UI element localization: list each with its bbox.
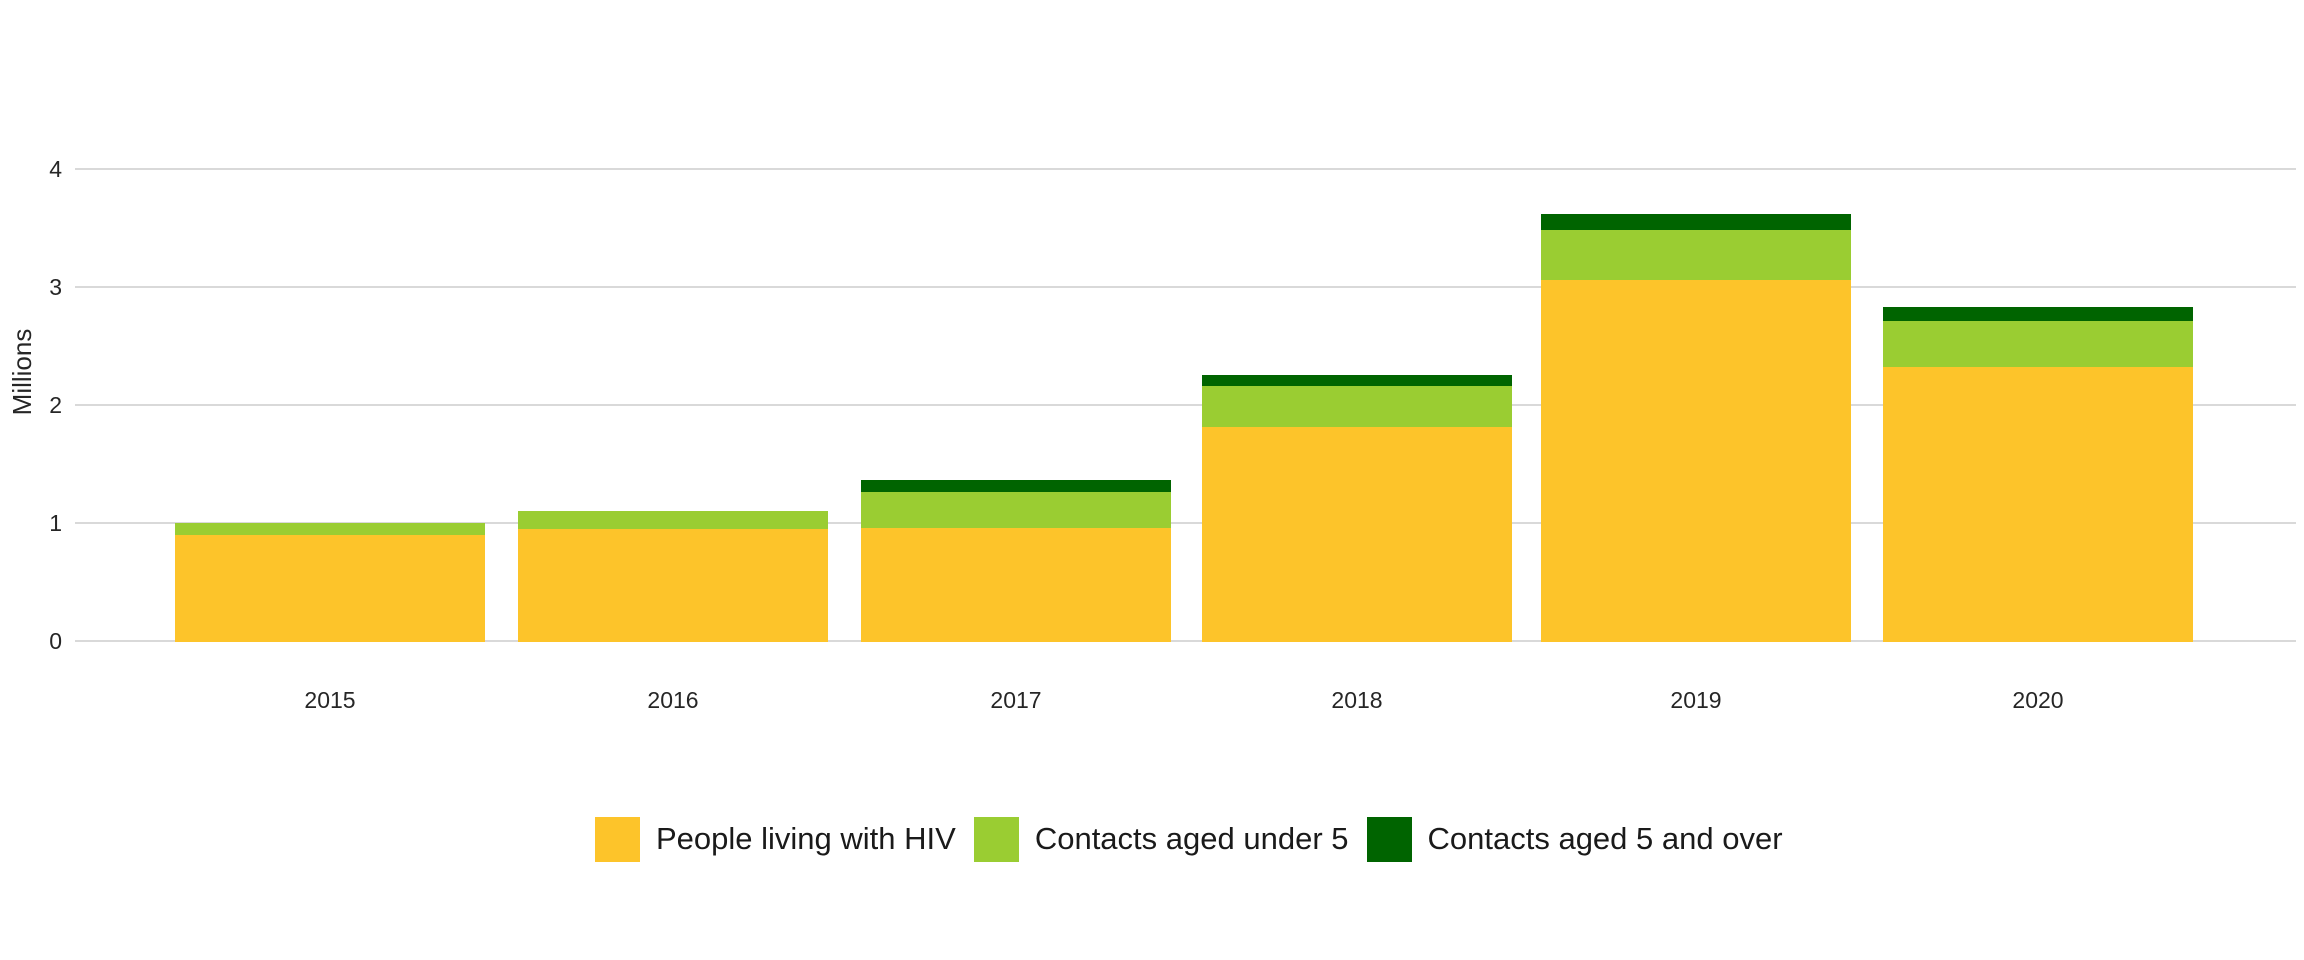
y-tick-label-3: 3 bbox=[49, 274, 62, 300]
y-tick-label-0: 0 bbox=[49, 628, 62, 654]
legend-item-2: Contacts aged 5 and over bbox=[1366, 816, 1783, 862]
legend-item-1: Contacts aged under 5 bbox=[973, 816, 1349, 862]
y-tick-label-1: 1 bbox=[49, 510, 62, 536]
bar-2016-segment-0 bbox=[518, 528, 828, 642]
x-axis-label-2015: 2015 bbox=[304, 687, 356, 713]
gridline-1 bbox=[75, 522, 2296, 524]
bar-2017-segment-2 bbox=[861, 480, 1171, 493]
y-tick-label-4: 4 bbox=[49, 156, 62, 182]
x-axis-label-2020: 2020 bbox=[2012, 687, 2064, 713]
gridline-3 bbox=[75, 286, 2296, 288]
gridline-2 bbox=[75, 404, 2296, 406]
bar-2020-segment-0 bbox=[1883, 367, 2193, 642]
legend-swatch-2 bbox=[1366, 816, 1412, 862]
legend-swatch-1 bbox=[973, 816, 1019, 862]
bar-2017-segment-1 bbox=[861, 492, 1171, 528]
legend-label-2: Contacts aged 5 and over bbox=[1427, 821, 1783, 856]
gridline-0 bbox=[75, 640, 2296, 642]
legend-label-0: People living with HIV bbox=[656, 821, 956, 856]
bar-2015-segment-0 bbox=[175, 534, 485, 642]
bar-2019-segment-0 bbox=[1541, 279, 1851, 642]
x-axis-label-2017: 2017 bbox=[990, 687, 1042, 713]
legend: People living with HIV Contacts aged unde… bbox=[595, 816, 1801, 862]
bar-2019-segment-1 bbox=[1541, 230, 1851, 280]
bar-2015-segment-1 bbox=[175, 522, 485, 535]
bar-2018-segment-1 bbox=[1202, 385, 1512, 428]
legend-swatch-0 bbox=[595, 816, 640, 862]
x-axis-label-2019: 2019 bbox=[1670, 687, 1722, 713]
legend-item-0: People living with HIV bbox=[595, 816, 956, 862]
bar-2016-segment-1 bbox=[518, 511, 828, 529]
bar-2018-segment-0 bbox=[1202, 427, 1512, 642]
gridline-4 bbox=[75, 168, 2296, 170]
bar-2017-segment-0 bbox=[861, 527, 1171, 642]
legend-label-1: Contacts aged under 5 bbox=[1034, 821, 1349, 856]
x-axis-label-2018: 2018 bbox=[1331, 687, 1383, 713]
x-axis-label-2016: 2016 bbox=[647, 687, 699, 713]
bar-2018-segment-2 bbox=[1202, 375, 1512, 386]
y-tick-label-2: 2 bbox=[49, 392, 62, 418]
bar-2019-segment-2 bbox=[1541, 213, 1851, 231]
bar-2020-segment-1 bbox=[1883, 321, 2193, 368]
bar-2020-segment-2 bbox=[1883, 306, 2193, 322]
